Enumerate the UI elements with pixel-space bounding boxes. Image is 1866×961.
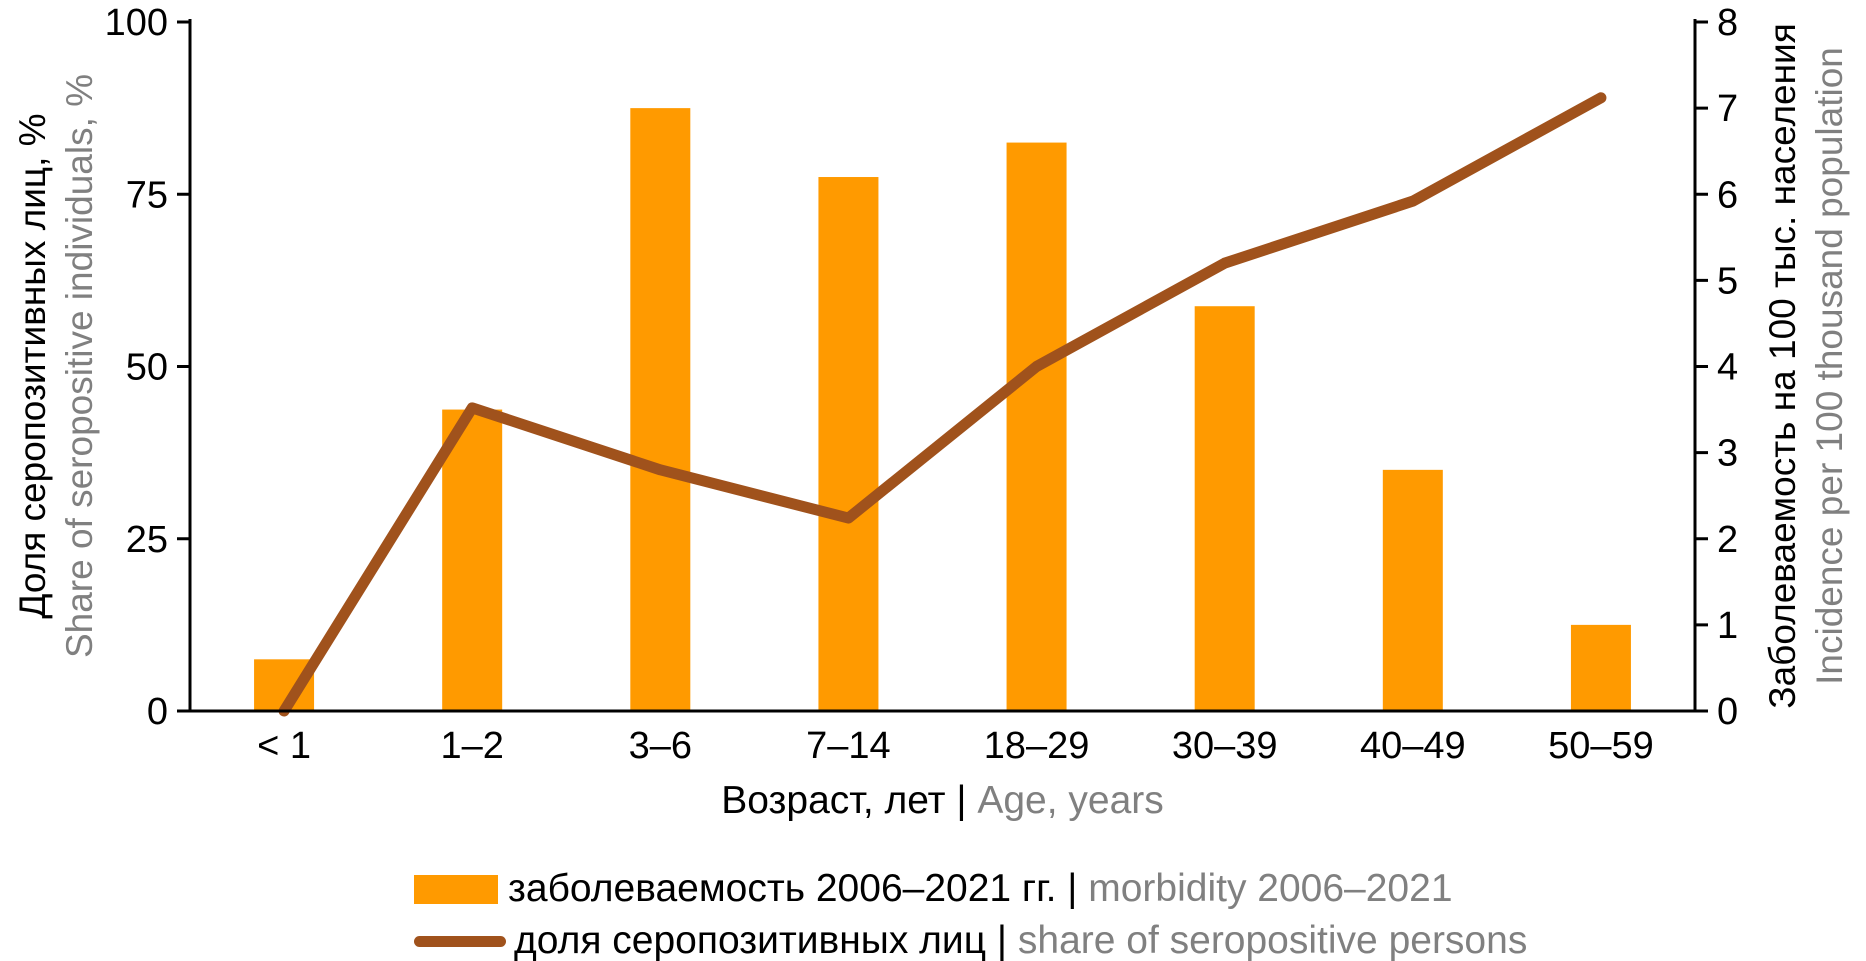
y-right-tick-label: 7 xyxy=(1717,88,1738,130)
x-tick-label: 3–6 xyxy=(629,725,692,767)
bar xyxy=(1570,624,1631,711)
y-left-tick-label: 75 xyxy=(126,174,168,216)
bar xyxy=(1382,469,1443,711)
bar xyxy=(818,177,879,711)
x-tick-label: 1–2 xyxy=(440,725,503,767)
y-left-tick-label: 0 xyxy=(147,691,168,733)
right-axis-title-en: Incidence per 100 thousand population xyxy=(1809,47,1850,685)
x-axis-title-en: Age, years xyxy=(977,779,1164,822)
x-tick-label: < 1 xyxy=(257,725,311,767)
y-right-tick-label: 0 xyxy=(1717,691,1738,733)
x-tick-label: 30–39 xyxy=(1172,725,1278,767)
left-axis-title-ru: Доля серопозитивных лиц, % xyxy=(12,113,53,619)
seropositive-line xyxy=(278,92,1607,717)
x-axis-title-ru: Возраст, лет | xyxy=(721,779,967,822)
y-left-tick-label: 100 xyxy=(105,2,168,44)
right-axis-title: Заболеваемость на 100 тыс. населения Inc… xyxy=(1759,23,1853,709)
bar-series-swatch xyxy=(414,874,498,904)
bar xyxy=(1006,142,1067,711)
y-right-tick-label: 2 xyxy=(1717,519,1738,561)
legend-item-morbidity: заболеваемость 2006–2021 гг. | morbidity… xyxy=(414,863,1527,915)
y-right-tick-label: 8 xyxy=(1717,2,1738,44)
bar xyxy=(442,409,503,711)
x-axis-title: Возраст, лет | Age, years xyxy=(190,779,1695,823)
legend-seropositive-label-ru: доля серопозитивных лиц | xyxy=(514,919,1008,961)
x-tick-label: 18–29 xyxy=(984,725,1090,767)
right-axis-title-ru: Заболеваемость на 100 тыс. населения xyxy=(1762,23,1803,709)
y-right-tick-label: 3 xyxy=(1717,433,1738,475)
legend-seropositive-label-en: share of seropositive persons xyxy=(1017,919,1528,961)
y-right-tick-label: 4 xyxy=(1717,347,1738,389)
y-right-tick-label: 6 xyxy=(1717,174,1738,216)
bar xyxy=(630,108,691,711)
left-axis-title-en: Share of seropositive individuals, % xyxy=(59,73,100,659)
y-right-tick-label: 1 xyxy=(1717,605,1738,647)
chart-canvas: 0 25 50 75 100 0 1 2 3 4 5 6 7 8 < 1 1–2 3–6 7–14 18–29 30–… xyxy=(105,2,1739,767)
legend: заболеваемость 2006–2021 гг. | morbidity… xyxy=(414,863,1527,961)
legend-morbidity-label-ru: заболеваемость 2006–2021 гг. | xyxy=(508,867,1078,910)
x-tick-label: 40–49 xyxy=(1360,725,1466,767)
legend-item-seropositive: доля серопозитивных лиц | share of serop… xyxy=(414,915,1527,961)
x-tick-label: 7–14 xyxy=(806,725,891,767)
legend-morbidity-label-en: morbidity 2006–2021 xyxy=(1088,867,1453,910)
y-left-tick-label: 25 xyxy=(126,519,168,561)
y-left-tick-label: 50 xyxy=(126,347,168,389)
y-right-tick-label: 5 xyxy=(1717,260,1738,302)
line-series-swatch xyxy=(414,935,506,947)
left-axis-title: Доля серопозитивных лиц, % Share of sero… xyxy=(9,74,103,658)
x-tick-label: 50–59 xyxy=(1548,725,1654,767)
bar xyxy=(1194,306,1255,711)
